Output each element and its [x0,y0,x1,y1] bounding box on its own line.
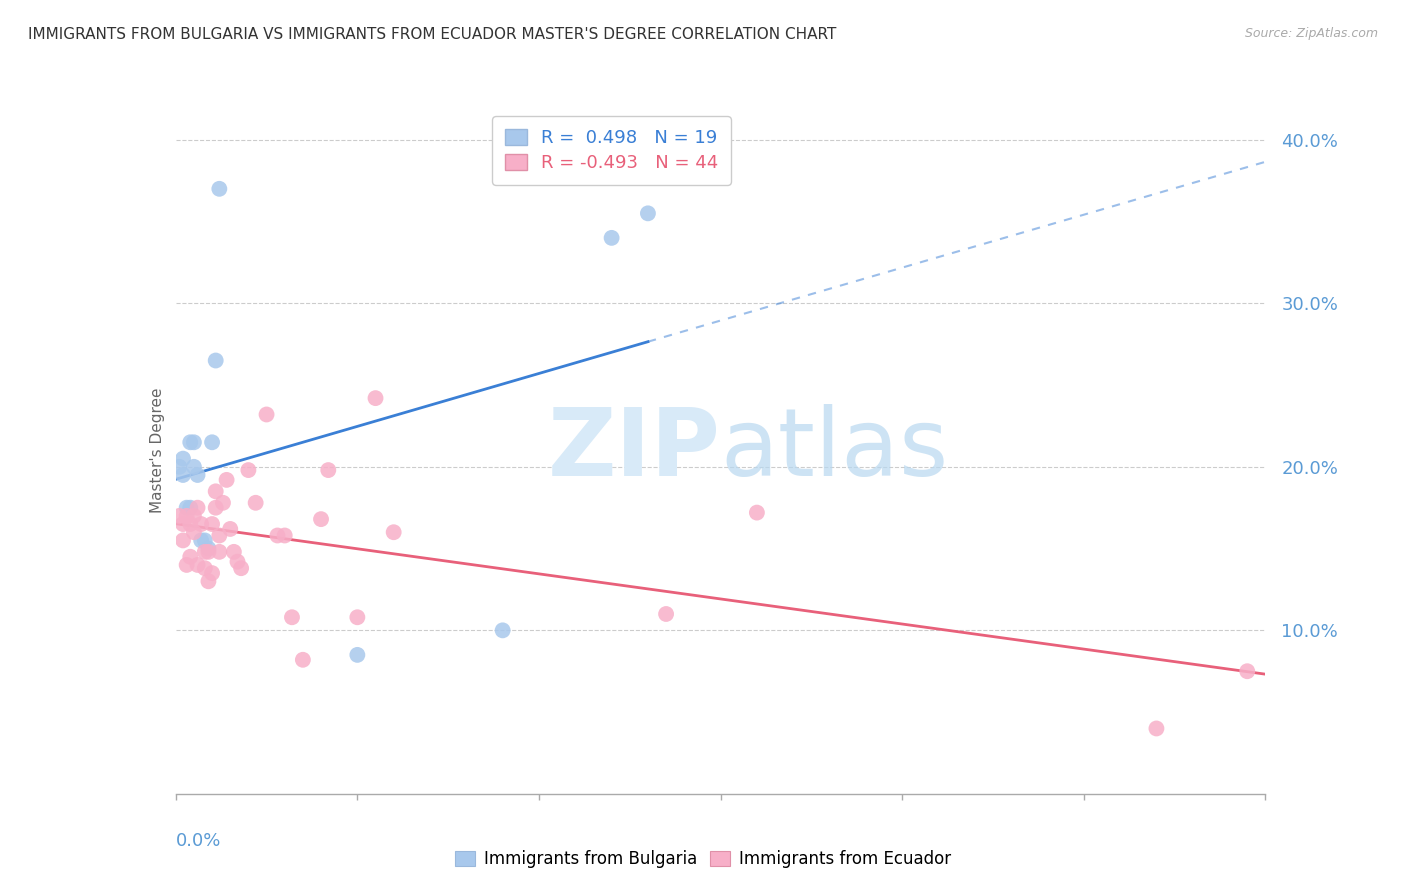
Point [183,459,205,474]
Point [176,558,198,572]
Point [201,435,224,450]
Point [201,566,224,580]
Point [179,516,201,531]
Point [179,435,201,450]
Point [183,525,205,540]
Y-axis label: Master's Degree: Master's Degree [149,388,165,513]
Text: IMMIGRANTS FROM BULGARIA VS IMMIGRANTS FROM ECUADOR MASTER'S DEGREE CORRELATION : IMMIGRANTS FROM BULGARIA VS IMMIGRANTS F… [28,27,837,42]
Point [186,500,209,515]
Point [1146,722,1168,736]
Point [169,459,191,474]
Text: Source: ZipAtlas.com: Source: ZipAtlas.com [1244,27,1378,40]
Point [179,500,201,515]
Point [179,549,201,564]
Point [194,561,217,575]
Point [655,607,678,621]
Point [183,435,205,450]
Point [291,653,314,667]
Point [281,610,304,624]
Point [201,516,224,531]
Point [346,648,368,662]
Point [382,525,405,540]
Point [190,533,212,548]
Point [194,545,217,559]
Point [204,353,226,368]
Point [190,516,212,531]
Point [256,408,278,422]
Point [492,624,515,638]
Point [1236,664,1258,679]
Point [208,182,231,196]
Text: atlas: atlas [721,404,949,497]
Point [222,545,245,559]
Point [346,610,368,624]
Point [186,467,209,482]
Text: 0.0%: 0.0% [176,831,221,850]
Point [172,451,194,466]
Legend: Immigrants from Bulgaria, Immigrants from Ecuador: Immigrants from Bulgaria, Immigrants fro… [449,844,957,875]
Point [215,473,238,487]
Point [186,558,209,572]
Point [176,500,198,515]
Point [745,506,768,520]
Point [176,508,198,523]
Point [204,484,226,499]
Point [212,496,235,510]
Point [637,206,659,220]
Point [600,231,623,245]
Point [226,555,249,569]
Point [169,508,191,523]
Point [204,500,226,515]
Point [197,574,219,589]
Point [238,463,260,477]
Text: ZIP: ZIP [548,404,721,497]
Legend: R =  0.498   N = 19, R = -0.493   N = 44: R = 0.498 N = 19, R = -0.493 N = 44 [492,116,731,186]
Point [197,545,219,559]
Point [274,528,297,542]
Point [197,541,219,556]
Point [318,463,340,477]
Point [364,391,387,405]
Point [172,516,194,531]
Point [208,528,231,542]
Point [309,512,332,526]
Point [266,528,288,542]
Point [183,508,205,523]
Point [219,522,242,536]
Point [245,496,267,510]
Point [194,533,217,548]
Point [172,467,194,482]
Point [208,545,231,559]
Point [231,561,253,575]
Point [172,533,194,548]
